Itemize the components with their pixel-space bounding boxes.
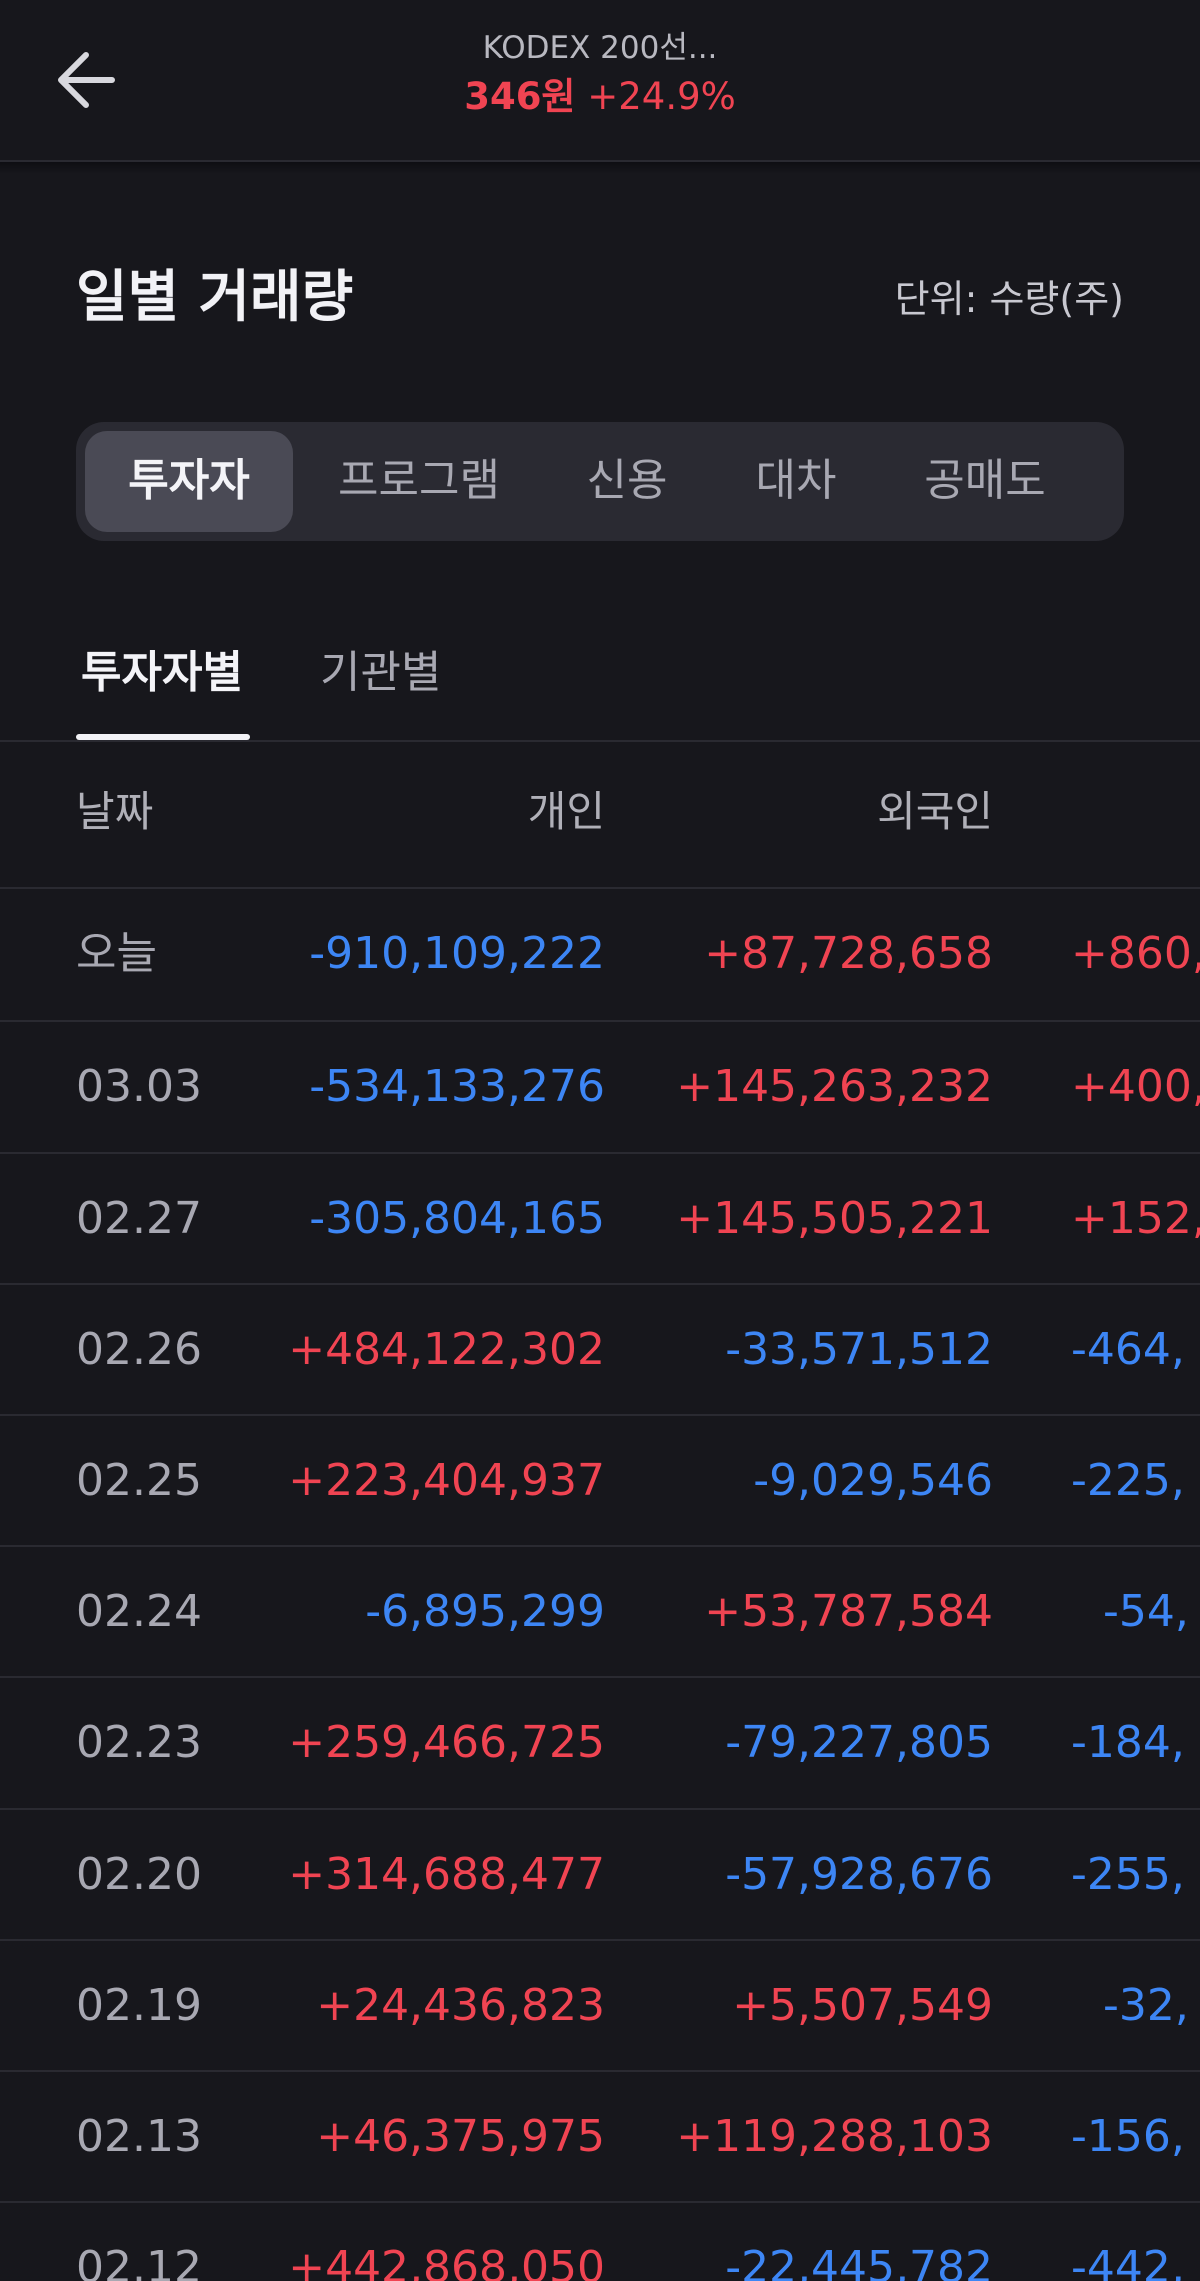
column-header: 날짜 xyxy=(76,787,154,836)
institution-cell: -442, xyxy=(1071,2242,1185,2281)
institution-cell: -225, xyxy=(1071,1455,1185,1506)
column-header: 외국인 xyxy=(877,787,993,836)
tab[interactable]: 프로그램 xyxy=(338,455,500,506)
divider xyxy=(0,740,1200,742)
date-cell: 02.23 xyxy=(76,1717,202,1768)
back-button[interactable] xyxy=(52,45,124,115)
institution-cell: -54, xyxy=(1103,1586,1189,1637)
tab[interactable]: 투자자 xyxy=(128,455,250,506)
price: 346원 xyxy=(464,75,576,118)
row-divider xyxy=(0,1808,1200,1810)
date-cell: 03.03 xyxy=(76,1061,202,1112)
unit-label: 단위: 수량(주) xyxy=(894,277,1124,321)
foreign-cell: -79,227,805 xyxy=(725,1717,993,1768)
row-divider xyxy=(0,2070,1200,2072)
individual-cell: +223,404,937 xyxy=(288,1455,605,1506)
date-cell: 02.27 xyxy=(76,1193,202,1244)
individual-cell: -534,133,276 xyxy=(309,1061,605,1112)
individual-cell: -305,804,165 xyxy=(309,1193,605,1244)
row-divider xyxy=(0,1152,1200,1154)
change: +24.9% xyxy=(587,75,736,118)
row-divider xyxy=(0,2201,1200,2203)
date-cell: 02.24 xyxy=(76,1586,202,1637)
institution-cell: -184, xyxy=(1071,1717,1185,1768)
individual-cell: -910,109,222 xyxy=(309,928,605,979)
institution-cell: -255, xyxy=(1071,1849,1185,1900)
date-cell: 02.12 xyxy=(76,2242,202,2281)
row-divider xyxy=(0,1545,1200,1547)
institution-cell: +152, xyxy=(1071,1193,1200,1244)
date-cell: 02.20 xyxy=(76,1849,202,1900)
individual-cell: -6,895,299 xyxy=(365,1586,605,1637)
institution-cell: -156, xyxy=(1071,2111,1185,2162)
date-cell: 02.25 xyxy=(76,1455,202,1506)
tab[interactable]: 대차 xyxy=(755,455,837,506)
individual-cell: +259,466,725 xyxy=(288,1717,605,1768)
institution-cell: -32, xyxy=(1103,1980,1189,2031)
divider xyxy=(0,160,1200,162)
row-divider xyxy=(0,887,1200,889)
foreign-cell: -22,445,782 xyxy=(725,2242,993,2281)
individual-cell: +314,688,477 xyxy=(288,1849,605,1900)
foreign-cell: -33,571,512 xyxy=(725,1324,993,1375)
individual-cell: +24,436,823 xyxy=(316,1980,605,2031)
row-divider xyxy=(0,1676,1200,1678)
row-divider xyxy=(0,1283,1200,1285)
foreign-cell: +119,288,103 xyxy=(676,2111,993,2162)
institution-cell: -464, xyxy=(1071,1324,1185,1375)
individual-cell: +46,375,975 xyxy=(316,2111,605,2162)
foreign-cell: +87,728,658 xyxy=(704,928,993,979)
foreign-cell: +5,507,549 xyxy=(732,1980,993,2031)
subtab[interactable]: 기관별 xyxy=(320,647,442,698)
institution-cell: +400, xyxy=(1071,1061,1200,1112)
row-divider xyxy=(0,1939,1200,1941)
shadow xyxy=(0,162,1200,174)
foreign-cell: +145,505,221 xyxy=(676,1193,993,1244)
foreign-cell: +145,263,232 xyxy=(676,1061,993,1112)
row-divider xyxy=(0,1020,1200,1022)
subtab[interactable]: 투자자별 xyxy=(81,647,243,698)
date-cell: 02.13 xyxy=(76,2111,202,2162)
institution-cell: +860, xyxy=(1071,928,1200,979)
individual-cell: +484,122,302 xyxy=(288,1324,605,1375)
column-header: 개인 xyxy=(527,787,605,836)
stock-name: KODEX 200선... xyxy=(482,30,718,66)
section-title: 일별 거래량 xyxy=(76,265,354,330)
price-line: 346원 +24.9% xyxy=(0,78,1200,115)
date-cell: 02.26 xyxy=(76,1324,202,1375)
foreign-cell: -9,029,546 xyxy=(753,1455,993,1506)
date-cell: 02.19 xyxy=(76,1980,202,2031)
foreign-cell: -57,928,676 xyxy=(725,1849,993,1900)
tab[interactable]: 공매도 xyxy=(924,455,1046,506)
individual-cell: +442,868,050 xyxy=(288,2242,605,2281)
row-divider xyxy=(0,1414,1200,1416)
tab[interactable]: 신용 xyxy=(586,455,668,506)
subtab-underline xyxy=(76,734,250,740)
selected-pill xyxy=(85,431,293,532)
date-cell: 오늘 xyxy=(76,928,157,979)
foreign-cell: +53,787,584 xyxy=(704,1586,993,1637)
